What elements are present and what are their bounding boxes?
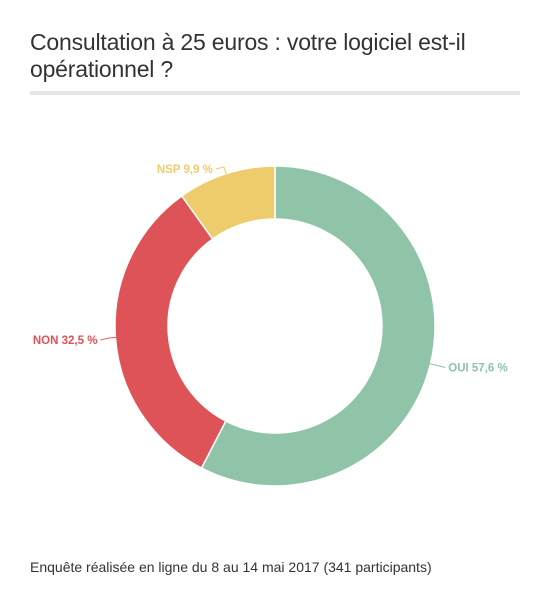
slice-non xyxy=(114,194,227,470)
slice-oui xyxy=(200,165,436,487)
data-label-non: NON 32,5 % xyxy=(33,335,98,347)
label-leaders xyxy=(100,166,446,368)
leader-oui xyxy=(428,362,446,368)
slice-nsp xyxy=(180,165,276,241)
data-label-oui: OUI 57,6 % xyxy=(448,363,507,375)
data-label-nsp: NSP 9,9 % xyxy=(157,164,213,176)
leader-non xyxy=(100,336,118,341)
leader-nsp xyxy=(215,166,228,176)
survey-footnote: Enquête réalisée en ligne du 8 au 14 mai… xyxy=(30,559,432,575)
donut-slices xyxy=(114,165,436,487)
chart-title: Consultation à 25 euros : votre logiciel… xyxy=(30,29,466,82)
title-divider xyxy=(30,91,520,95)
data-labels: OUI 57,6 % NON 32,5 % NSP 9,9 % xyxy=(33,164,508,374)
